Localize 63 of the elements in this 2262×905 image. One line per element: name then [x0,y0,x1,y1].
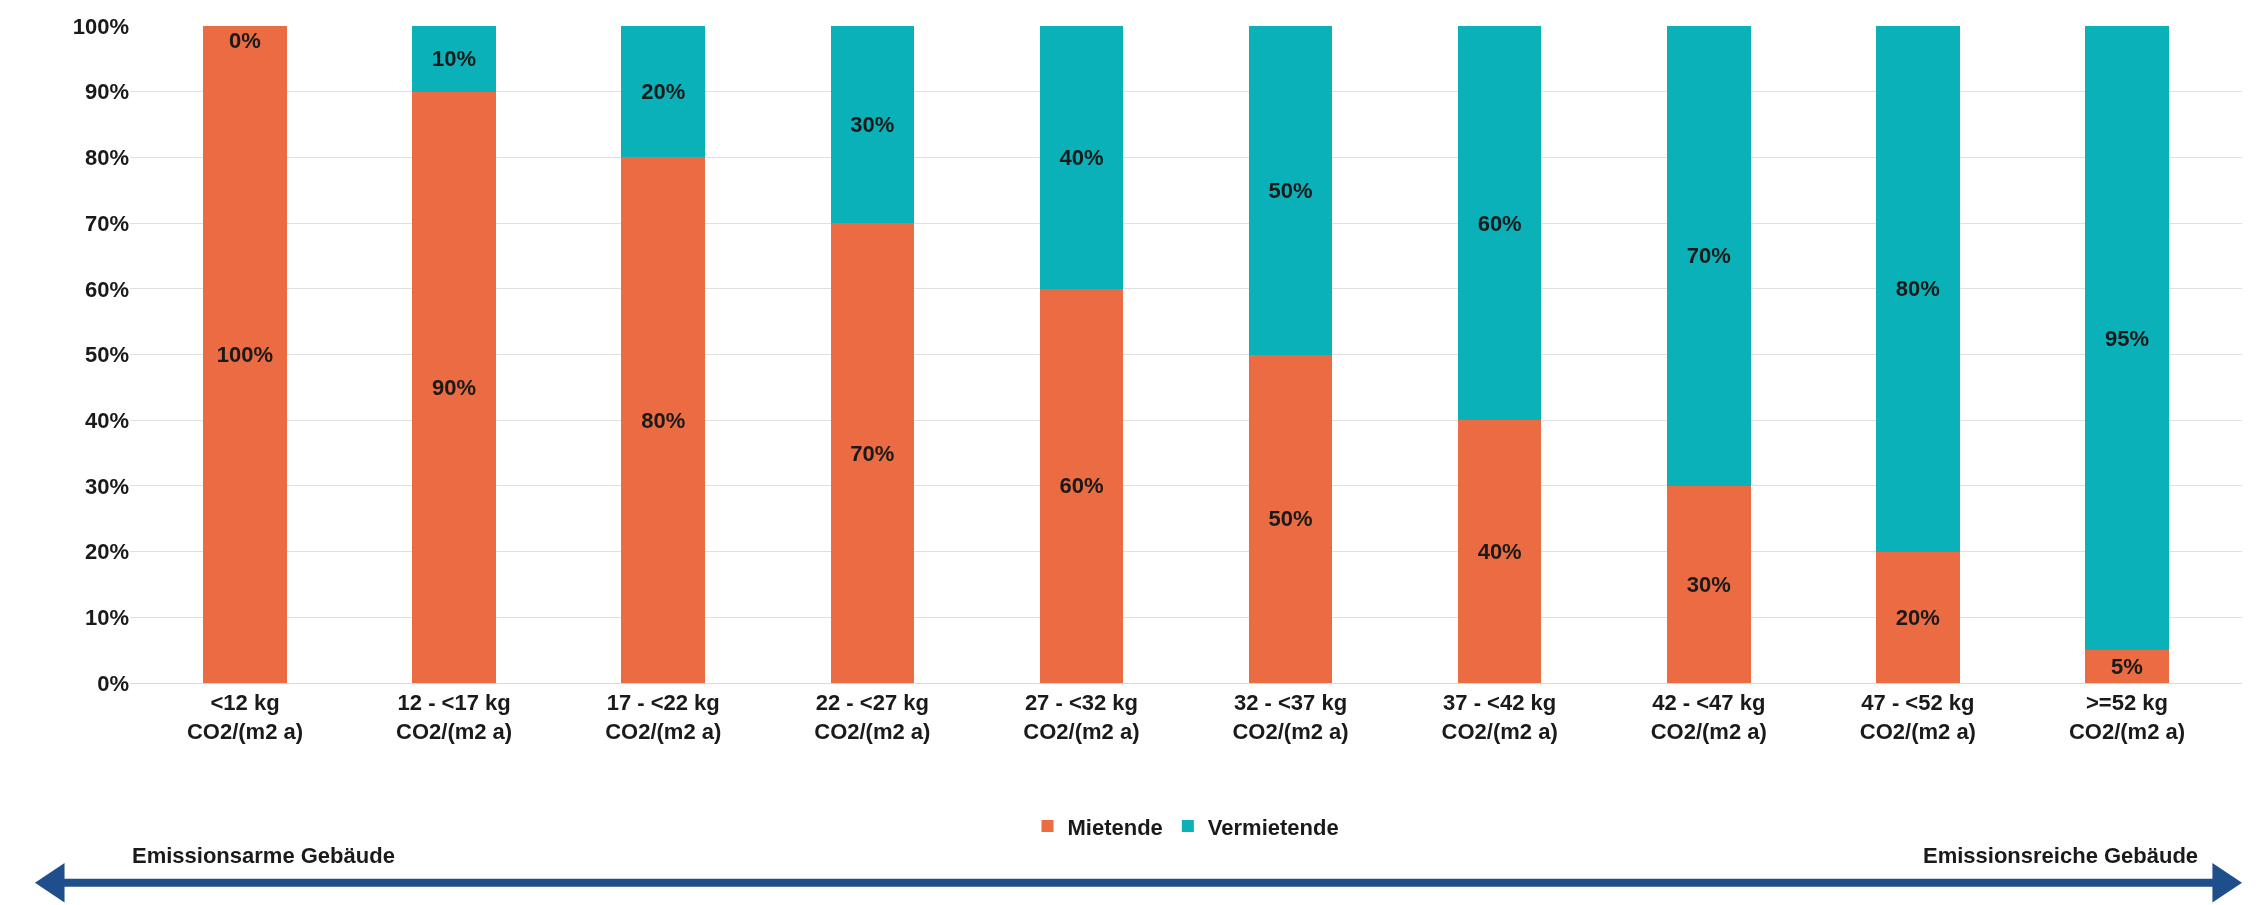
y-tick-label: 80% [84,145,129,171]
bar [203,26,287,683]
y-tick-label: 40% [84,407,129,433]
data-label: 70% [1686,243,1731,269]
y-tick-label: 10% [84,605,129,630]
data-label: 40% [1059,144,1104,170]
y-tick-label: 100% [72,13,129,39]
data-label: 100% [216,342,274,367]
legend-label: Mietende [1067,814,1163,840]
legend-label: Vermietende [1207,814,1339,840]
bar [1457,420,1542,683]
data-label: 40% [1477,539,1522,565]
data-label: 20% [641,79,686,105]
y-tick-label: 60% [84,276,129,302]
bar [621,157,706,683]
bar [621,26,706,158]
x-tick-label: 37 - <42 kg CO2/(m2 a) [1441,690,1558,744]
y-tick-label: 0% [97,670,129,696]
data-label: 80% [641,407,686,433]
y-tick-label: 50% [84,342,129,368]
bar [1248,354,1333,683]
y-tick-label: 20% [84,539,129,565]
data-label: 60% [1477,210,1522,236]
x-tick-label: 32 - <37 kg CO2/(m2 a) [1232,690,1349,744]
data-label: 90% [432,374,477,400]
x-tick-label: 22 - <27 kg CO2/(m2 a) [814,690,931,744]
y-tick-label: 70% [84,210,129,236]
x-tick-label: 47 - <52 kg CO2/(m2 a) [1859,690,1976,744]
bar [1039,288,1124,683]
data-label: 10% [432,46,477,72]
x-tick-label: >=52 kg CO2/(m2 a) [2068,690,2186,744]
bar [1666,26,1751,486]
x-tick-label: 27 - <32 kg CO2/(m2 a) [1023,690,1140,744]
data-label: 60% [1059,473,1104,499]
y-tick-label: 30% [84,473,129,499]
data-label: 50% [1268,506,1313,532]
x-tick-label: 12 - <17 kg CO2/(m2 a) [396,690,513,744]
bar [830,223,915,683]
bar [1457,26,1542,421]
text: Emissionsreiche Gebäude [1923,843,2199,868]
text: Emissionsarme Gebäude [132,843,395,868]
data-label: 5% [2111,654,2143,680]
bar [1666,485,1751,683]
bar [830,26,915,224]
bar [1039,26,1124,289]
data-label: 20% [1895,604,1940,630]
bar [2085,26,2169,651]
bar [1876,26,1960,552]
bar [412,91,496,683]
x-tick-label: 42 - <47 kg CO2/(m2 a) [1650,690,1767,744]
data-label: 30% [1686,571,1731,597]
y-tick-label: 90% [84,79,129,105]
data-label: 50% [1268,177,1313,203]
data-label: 30% [850,112,895,138]
data-label: 95% [2104,325,2150,351]
data-label: 0% [229,28,261,53]
bar [1248,26,1333,355]
data-label: 70% [850,440,895,466]
bar [1876,551,1960,683]
data-label: 80% [1895,276,1940,302]
x-tick-label: <12 kg CO2/(m2 a) [186,690,304,744]
bar [412,26,496,92]
x-tick-label: 17 - <22 kg CO2/(m2 a) [605,690,722,744]
